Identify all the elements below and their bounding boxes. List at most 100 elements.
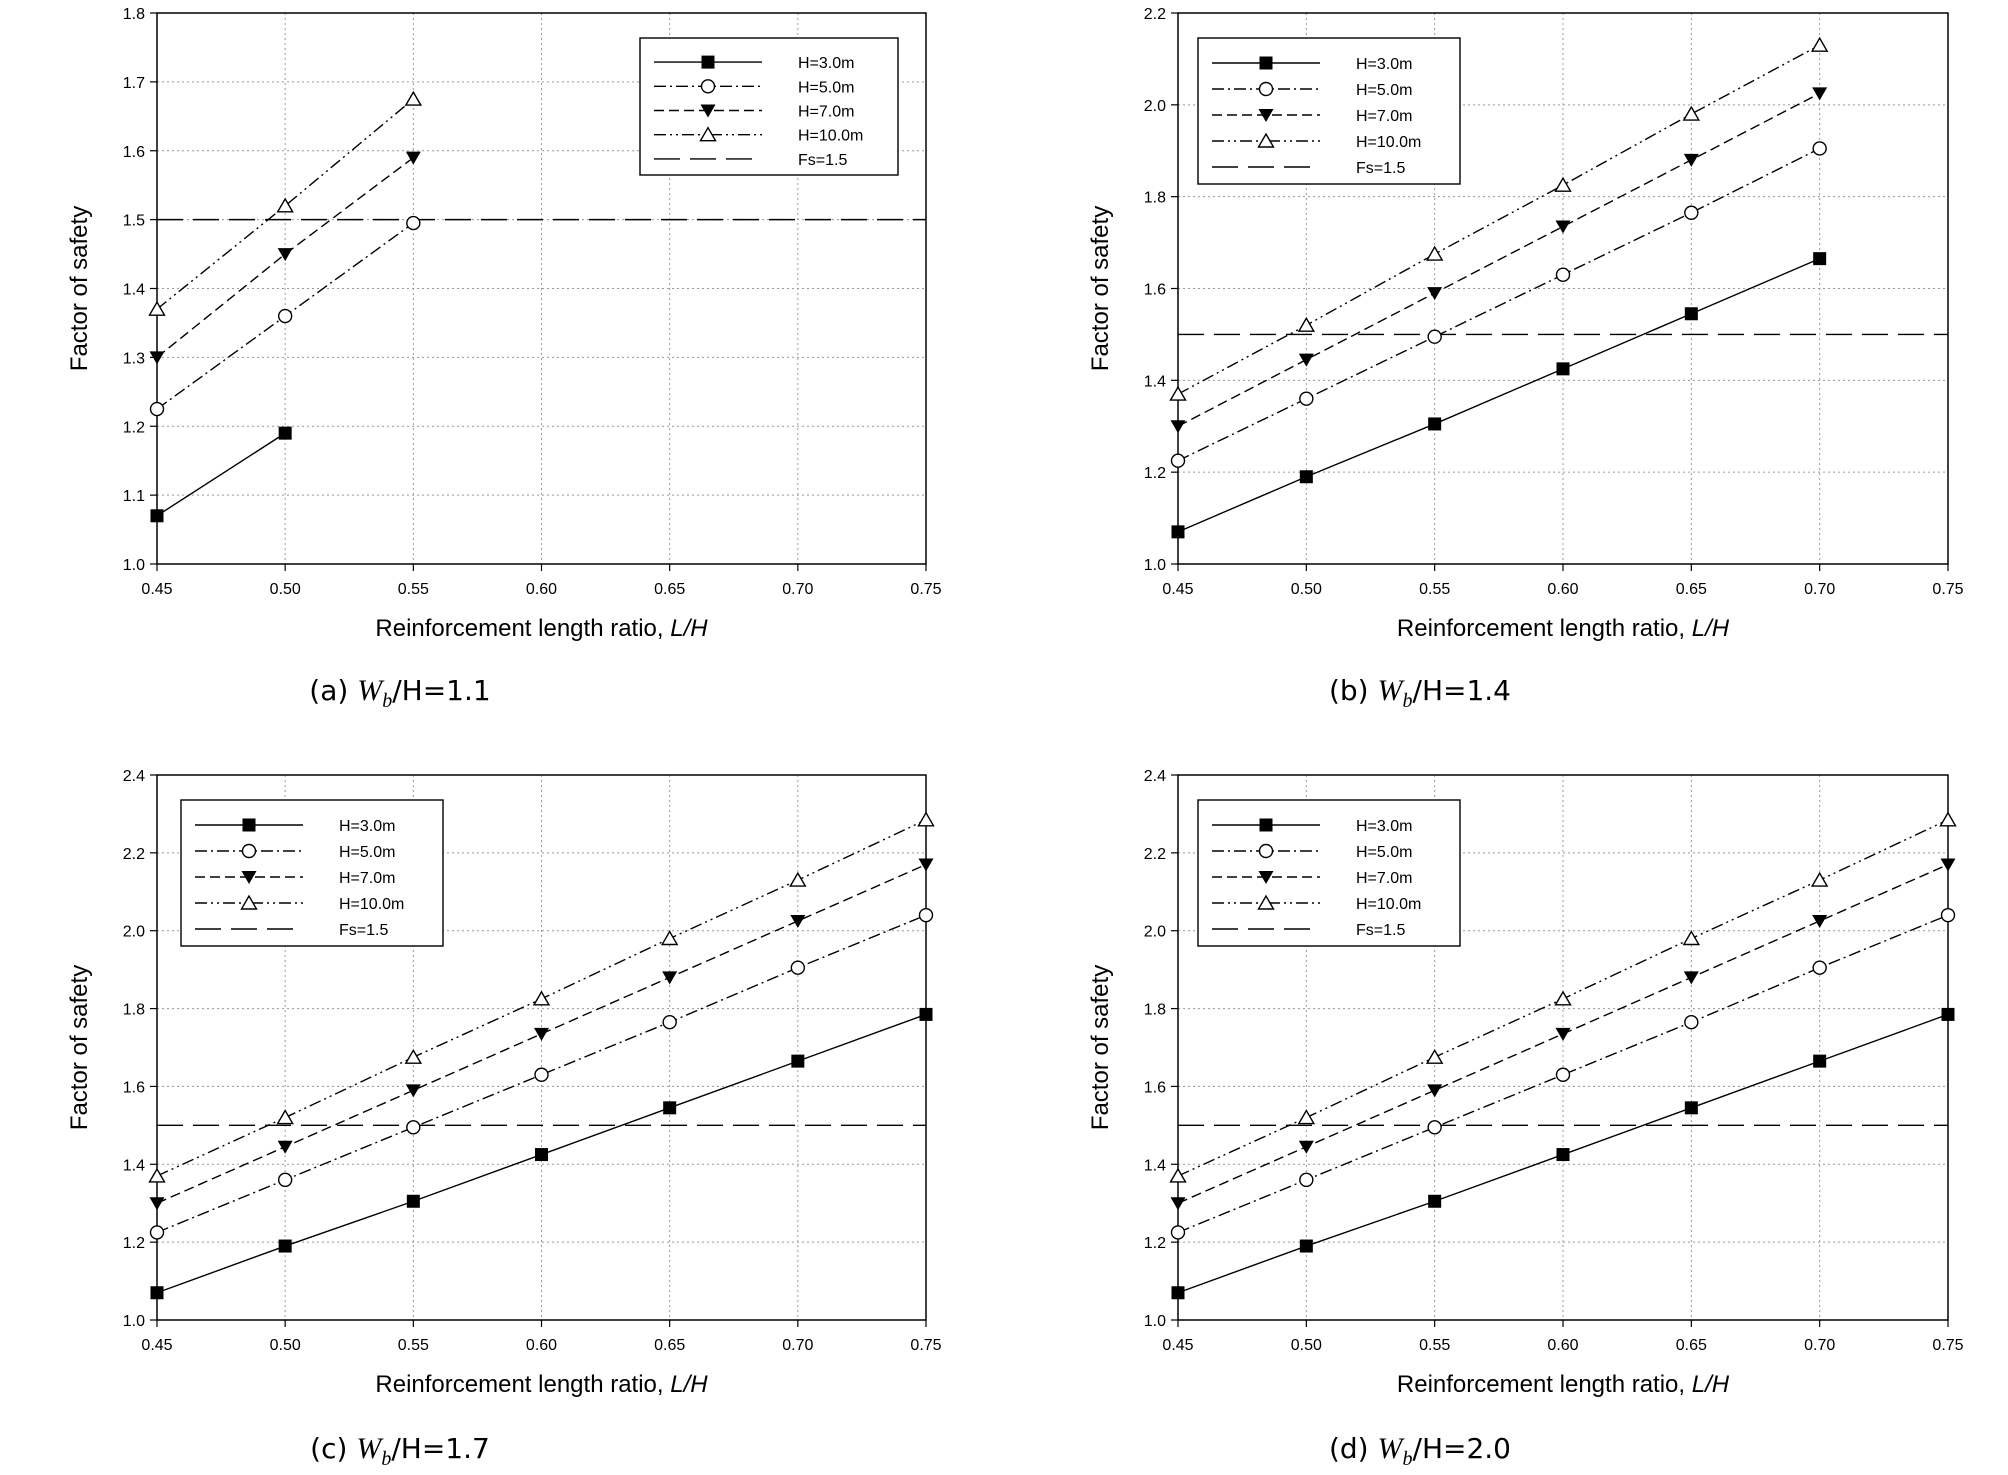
legend-marker — [1257, 132, 1275, 148]
data-point — [1299, 1172, 1314, 1188]
data-point — [1170, 1197, 1186, 1211]
x-axis-title: Reinforcement length ratio, L/H — [1397, 1371, 1730, 1398]
legend-box — [1197, 799, 1461, 947]
chart-panel-d: 0.45 0.50 0.55 0.60 0.65 0.70 0.75 1.0 1.2 1.4 1.6… — [1087, 768, 1964, 1470]
data-point — [1425, 1048, 1444, 1064]
legend-marker — [242, 818, 256, 832]
x-tick-label: 0.65 — [654, 1337, 685, 1354]
legend-label: H=10.0m — [339, 896, 404, 913]
data-point — [1683, 153, 1699, 167]
y-tick-label: 1.0 — [1144, 557, 1166, 574]
data-point — [1684, 307, 1698, 321]
data-point — [790, 960, 806, 975]
data-point — [1813, 252, 1827, 266]
x-tick-label: 0.75 — [1932, 581, 1963, 598]
data-point — [149, 1225, 165, 1240]
legend-marker — [1258, 109, 1274, 122]
x-tick-label: 0.45 — [1162, 581, 1193, 598]
y-tick-label: 1.2 — [1144, 1235, 1166, 1252]
data-point — [1299, 470, 1313, 484]
legend-box — [180, 799, 444, 947]
y-tick-label: 1.6 — [123, 144, 145, 161]
data-point — [1427, 1084, 1443, 1098]
y-tick-label: 1.0 — [123, 1313, 145, 1330]
caption-rest: /H=1.1 — [392, 674, 490, 707]
data-point — [1427, 287, 1443, 301]
legend-marker — [700, 79, 716, 94]
legend-marker — [1258, 843, 1274, 859]
legend-marker — [1259, 818, 1273, 832]
y-tick-label: 1.6 — [123, 1079, 145, 1096]
x-axis-title-italic: L/H — [670, 615, 708, 642]
y-tick-label: 2.2 — [1144, 6, 1166, 23]
legend-label: H=10.0m — [1356, 896, 1421, 913]
data-point — [789, 871, 807, 887]
legend-label: H=3.0m — [798, 55, 854, 72]
data-point — [1428, 417, 1442, 431]
panel-caption: (c) Wb/H=1.7 — [310, 1432, 490, 1470]
legend-label: H=10.0m — [798, 128, 863, 145]
data-point — [150, 1286, 164, 1300]
x-tick-label: 0.55 — [1419, 581, 1450, 598]
y-tick-label: 1.3 — [123, 350, 145, 367]
x-axis-title-italic: L/H — [1692, 615, 1730, 642]
y-axis-title: Factor of safety — [66, 206, 93, 371]
data-point — [404, 90, 423, 106]
data-point — [1555, 1067, 1571, 1082]
data-point — [1170, 1225, 1186, 1240]
data-point — [1169, 385, 1187, 401]
y-tick-label: 1.4 — [123, 282, 145, 299]
y-tick-label: 2.0 — [123, 924, 145, 941]
panel-caption: (d) Wb/H=2.0 — [1329, 1432, 1511, 1470]
legend-label: H=3.0m — [1356, 56, 1412, 73]
x-axis-title: Reinforcement length ratio, L/H — [375, 1371, 708, 1398]
caption-rest: /H=1.7 — [391, 1432, 489, 1465]
y-axis-title: Factor of safety — [1087, 965, 1114, 1130]
legend-label: H=7.0m — [1356, 108, 1412, 125]
data-point — [278, 426, 292, 440]
data-point — [148, 1167, 166, 1183]
x-tick-label: 0.75 — [910, 1337, 941, 1354]
series-line — [156, 98, 414, 310]
legend-marker — [1258, 871, 1274, 884]
data-point — [1297, 316, 1316, 332]
data-point — [149, 1197, 165, 1211]
x-tick-label: 0.75 — [910, 581, 941, 598]
data-point — [404, 1048, 423, 1064]
data-point — [1427, 329, 1442, 344]
y-tick-label: 2.2 — [123, 846, 145, 863]
caption-w: W — [357, 674, 385, 707]
y-tick-label: 1.6 — [1144, 282, 1166, 299]
x-tick-label: 0.60 — [1547, 1337, 1578, 1354]
x-tick-label: 0.45 — [141, 1337, 172, 1354]
legend-label: H=5.0m — [798, 79, 854, 96]
data-point — [148, 300, 166, 316]
data-point — [406, 1194, 420, 1208]
data-point — [532, 990, 551, 1006]
data-point — [1682, 105, 1701, 121]
y-tick-label: 1.0 — [123, 557, 145, 574]
legend-label: H=7.0m — [1356, 870, 1412, 887]
data-point — [1425, 245, 1444, 261]
legend-marker — [699, 126, 717, 142]
series-line — [156, 157, 414, 358]
x-tick-label: 0.75 — [1932, 1337, 1963, 1354]
legend-label: H=10.0m — [1356, 134, 1421, 151]
data-point — [1171, 1286, 1185, 1300]
x-axis-title-italic: L/H — [670, 1371, 708, 1398]
data-point — [1170, 420, 1186, 434]
data-point — [149, 351, 165, 365]
y-tick-label: 1.8 — [1144, 1002, 1166, 1019]
data-point — [1684, 205, 1699, 220]
data-point — [790, 914, 806, 928]
legend-marker — [241, 871, 257, 884]
data-point — [150, 509, 164, 523]
data-point — [1812, 960, 1827, 975]
x-axis-title: Reinforcement length ratio, L/H — [375, 615, 708, 642]
data-point — [918, 907, 934, 923]
data-point — [1940, 858, 1956, 872]
legend-label: Fs=1.5 — [1356, 922, 1405, 939]
y-axis-title: Factor of safety — [1087, 206, 1114, 371]
data-point — [1428, 1194, 1442, 1208]
data-point — [277, 308, 293, 324]
